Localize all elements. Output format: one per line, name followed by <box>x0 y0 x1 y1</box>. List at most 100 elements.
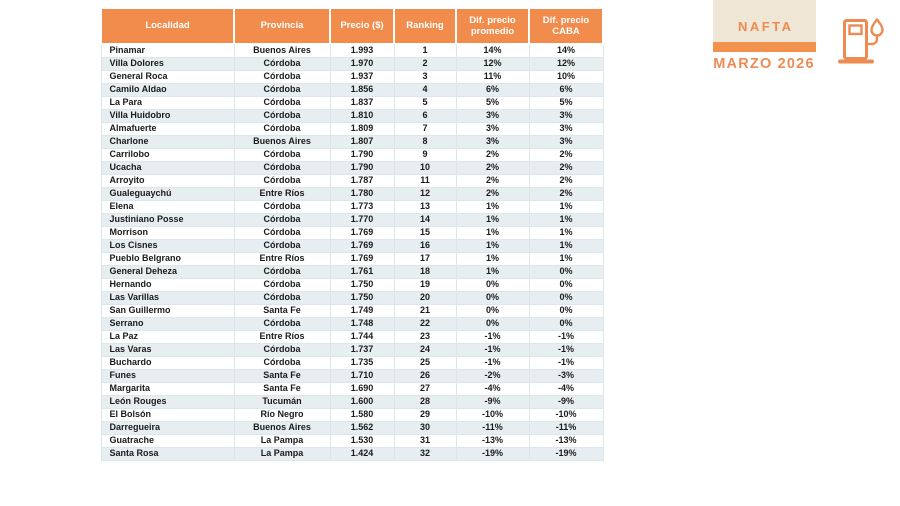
fuel-type-label: NAFTA <box>737 18 794 34</box>
table-row: Gualeguaychú Entre Ríos 1.780 12 2% 2% <box>100 186 604 201</box>
price-table-container: Localidad Provincia Precio ($) Ranking D… <box>100 7 604 461</box>
cell-provincia: Córdoba <box>233 56 331 71</box>
cell-localidad: Camilo Aldao <box>100 82 235 97</box>
cell-localidad: Darregueira <box>100 420 235 435</box>
cell-dif-caba: -19% <box>528 446 604 461</box>
table-row: Villa Dolores Córdoba 1.970 2 12% 12% <box>100 56 604 71</box>
cell-dif-promedio: -4% <box>455 381 530 396</box>
cell-localidad: Villa Dolores <box>100 56 235 71</box>
cell-dif-caba: -3% <box>528 368 604 383</box>
col-header-localidad: Localidad <box>100 7 235 45</box>
price-table: Localidad Provincia Precio ($) Ranking D… <box>100 7 604 461</box>
accent-bar <box>713 42 816 52</box>
cell-dif-caba: -13% <box>528 433 604 448</box>
cell-localidad: Ucacha <box>100 160 235 175</box>
cell-precio: 1.748 <box>329 316 395 331</box>
cell-ranking: 29 <box>393 407 457 422</box>
cell-precio: 1.735 <box>329 355 395 370</box>
table-row: Morrison Córdoba 1.769 15 1% 1% <box>100 225 604 240</box>
cell-localidad: Elena <box>100 199 235 214</box>
table-row: Almafuerte Córdoba 1.809 7 3% 3% <box>100 121 604 136</box>
cell-provincia: Córdoba <box>233 225 331 240</box>
cell-ranking: 23 <box>393 329 457 344</box>
cell-localidad: Serrano <box>100 316 235 331</box>
col-header-provincia: Provincia <box>233 7 331 45</box>
cell-dif-caba: 3% <box>528 121 604 136</box>
cell-provincia: Entre Ríos <box>233 329 331 344</box>
table-row: Elena Córdoba 1.773 13 1% 1% <box>100 199 604 214</box>
cell-precio: 1.809 <box>329 121 395 136</box>
cell-localidad: Las Varas <box>100 342 235 357</box>
cell-dif-caba: -1% <box>528 342 604 357</box>
cell-dif-promedio: 0% <box>455 316 530 331</box>
cell-dif-caba: -4% <box>528 381 604 396</box>
table-row: La Para Córdoba 1.837 5 5% 5% <box>100 95 604 110</box>
cell-dif-promedio: 1% <box>455 251 530 266</box>
cell-provincia: Córdoba <box>233 277 331 292</box>
cell-ranking: 2 <box>393 56 457 71</box>
cell-dif-promedio: 5% <box>455 95 530 110</box>
cell-provincia: Córdoba <box>233 69 331 84</box>
table-row: Serrano Córdoba 1.748 22 0% 0% <box>100 316 604 331</box>
cell-dif-promedio: 1% <box>455 225 530 240</box>
col-header-ranking: Ranking <box>393 7 457 45</box>
cell-precio: 1.810 <box>329 108 395 123</box>
cell-provincia: Córdoba <box>233 121 331 136</box>
cell-dif-promedio: 2% <box>455 160 530 175</box>
table-row: Carrilobo Córdoba 1.790 9 2% 2% <box>100 147 604 162</box>
cell-precio: 1.807 <box>329 134 395 149</box>
cell-dif-caba: 2% <box>528 186 604 201</box>
table-row: Las Varillas Córdoba 1.750 20 0% 0% <box>100 290 604 305</box>
cell-dif-promedio: -1% <box>455 329 530 344</box>
table-row: Buchardo Córdoba 1.735 25 -1% -1% <box>100 355 604 370</box>
cell-localidad: Arroyito <box>100 173 235 188</box>
cell-dif-promedio: 11% <box>455 69 530 84</box>
cell-localidad: Almafuerte <box>100 121 235 136</box>
cell-provincia: Córdoba <box>233 264 331 279</box>
cell-precio: 1.737 <box>329 342 395 357</box>
cell-dif-caba: 1% <box>528 251 604 266</box>
cell-ranking: 22 <box>393 316 457 331</box>
cell-dif-caba: -1% <box>528 329 604 344</box>
table-row: Guatrache La Pampa 1.530 31 -13% -13% <box>100 433 604 448</box>
cell-ranking: 12 <box>393 186 457 201</box>
cell-dif-caba: -1% <box>528 355 604 370</box>
cell-dif-caba: -10% <box>528 407 604 422</box>
cell-dif-promedio: 2% <box>455 147 530 162</box>
cell-precio: 1.770 <box>329 212 395 227</box>
cell-localidad: Justiniano Posse <box>100 212 235 227</box>
cell-dif-caba: -11% <box>528 420 604 435</box>
cell-precio: 1.769 <box>329 238 395 253</box>
cell-provincia: Buenos Aires <box>233 134 331 149</box>
cell-ranking: 18 <box>393 264 457 279</box>
cell-ranking: 11 <box>393 173 457 188</box>
cell-dif-promedio: 2% <box>455 186 530 201</box>
cell-precio: 1.769 <box>329 251 395 266</box>
table-row: Las Varas Córdoba 1.737 24 -1% -1% <box>100 342 604 357</box>
table-row: San Guillermo Santa Fe 1.749 21 0% 0% <box>100 303 604 318</box>
table-row: Funes Santa Fe 1.710 26 -2% -3% <box>100 368 604 383</box>
cell-ranking: 26 <box>393 368 457 383</box>
table-row: Santa Rosa La Pampa 1.424 32 -19% -19% <box>100 446 604 461</box>
cell-localidad: Margarita <box>100 381 235 396</box>
cell-ranking: 3 <box>393 69 457 84</box>
cell-precio: 1.970 <box>329 56 395 71</box>
cell-ranking: 27 <box>393 381 457 396</box>
cell-ranking: 1 <box>393 43 457 58</box>
cell-precio: 1.562 <box>329 420 395 435</box>
cell-ranking: 8 <box>393 134 457 149</box>
table-row: Pinamar Buenos Aires 1.993 1 14% 14% <box>100 43 604 58</box>
cell-provincia: Córdoba <box>233 108 331 123</box>
cell-ranking: 21 <box>393 303 457 318</box>
cell-dif-caba: 2% <box>528 160 604 175</box>
cell-provincia: Córdoba <box>233 147 331 162</box>
table-row: Hernando Córdoba 1.750 19 0% 0% <box>100 277 604 292</box>
cell-precio: 1.773 <box>329 199 395 214</box>
cell-precio: 1.600 <box>329 394 395 409</box>
cell-dif-caba: 2% <box>528 173 604 188</box>
cell-provincia: Entre Ríos <box>233 186 331 201</box>
cell-provincia: Tucumán <box>233 394 331 409</box>
cell-provincia: Córdoba <box>233 173 331 188</box>
cell-localidad: León Rouges <box>100 394 235 409</box>
cell-dif-caba: 3% <box>528 134 604 149</box>
